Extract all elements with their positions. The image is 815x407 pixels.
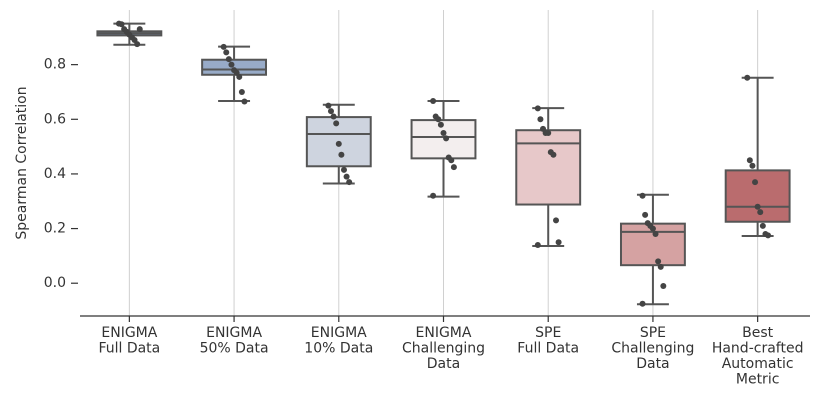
data-point xyxy=(220,43,227,50)
y-tick-label: 0.4 xyxy=(44,166,66,182)
data-point xyxy=(340,166,347,173)
data-point xyxy=(236,73,243,80)
data-point xyxy=(437,121,444,128)
data-point xyxy=(652,231,659,238)
y-tick-label: 0.6 xyxy=(44,111,66,127)
data-point xyxy=(555,239,562,246)
x-tick-label: ENIGMA xyxy=(206,325,262,341)
data-point xyxy=(752,179,759,186)
data-point xyxy=(238,88,245,95)
data-point xyxy=(537,116,544,123)
data-point xyxy=(435,116,442,123)
data-point xyxy=(223,49,230,56)
data-point xyxy=(639,300,646,307)
box xyxy=(515,129,582,206)
data-point xyxy=(749,162,756,169)
data-point xyxy=(330,113,337,120)
data-point xyxy=(346,179,353,186)
x-tick-label: 10% Data xyxy=(304,341,373,357)
data-point xyxy=(134,41,141,48)
data-point xyxy=(443,135,450,142)
data-point xyxy=(754,203,761,210)
data-point xyxy=(746,157,753,164)
data-point xyxy=(657,263,664,270)
box xyxy=(410,119,477,160)
data-point xyxy=(136,26,143,33)
x-tick-label: Full Data xyxy=(98,341,160,357)
y-tick-label: 0.8 xyxy=(44,57,66,73)
data-point xyxy=(757,209,764,216)
x-tick-label: ENIGMA xyxy=(101,325,157,341)
data-point xyxy=(448,157,455,164)
data-point xyxy=(550,151,557,158)
y-axis-label: Spearman Correlation xyxy=(14,86,30,239)
data-point xyxy=(759,222,766,229)
data-point xyxy=(534,241,541,248)
y-tick-label: 0.2 xyxy=(44,221,66,237)
x-tick-label: Data xyxy=(636,356,669,372)
x-tick-label: Automatic xyxy=(722,356,794,372)
x-tick-label: ENIGMA xyxy=(311,325,367,341)
data-point xyxy=(430,192,437,199)
x-tick-label: ENIGMA xyxy=(416,325,472,341)
data-point xyxy=(335,140,342,147)
x-tick-label: Metric xyxy=(736,372,780,388)
data-point xyxy=(333,120,340,127)
data-point xyxy=(642,211,649,218)
data-point xyxy=(228,61,235,68)
data-point xyxy=(440,129,447,136)
x-tick-label: Full Data xyxy=(517,341,579,357)
x-tick-label: Challenging xyxy=(611,341,694,357)
data-point xyxy=(225,56,232,63)
x-tick-label: Challenging xyxy=(402,341,485,357)
data-point xyxy=(545,129,552,136)
data-point xyxy=(450,164,457,171)
data-point xyxy=(765,232,772,239)
data-point xyxy=(327,108,334,115)
data-point xyxy=(744,74,751,81)
data-point xyxy=(325,102,332,109)
x-tick-label: 50% Data xyxy=(200,341,269,357)
data-point xyxy=(241,98,248,105)
data-point xyxy=(118,21,125,28)
x-tick-label: Best xyxy=(742,325,774,341)
box xyxy=(724,169,791,223)
data-point xyxy=(655,258,662,265)
data-point xyxy=(553,217,560,224)
data-point xyxy=(338,151,345,158)
data-point xyxy=(534,105,541,112)
data-point xyxy=(649,225,656,232)
data-point xyxy=(639,192,646,199)
x-tick-label: Data xyxy=(427,356,460,372)
data-point xyxy=(343,173,350,180)
x-tick-label: SPE xyxy=(640,325,666,341)
x-tick-label: SPE xyxy=(535,325,561,341)
y-tick-label: 0.0 xyxy=(44,275,66,291)
data-point xyxy=(660,282,667,289)
data-point xyxy=(430,97,437,104)
x-tick-label: Hand-crafted xyxy=(712,341,804,357)
